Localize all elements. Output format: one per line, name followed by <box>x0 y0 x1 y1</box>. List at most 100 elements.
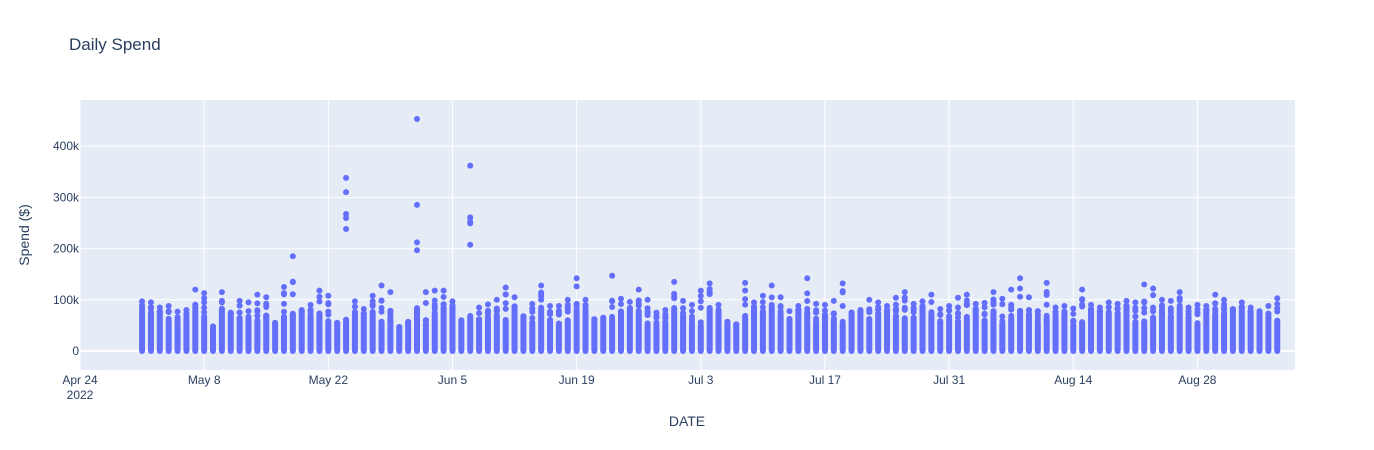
data-point <box>245 308 252 315</box>
y-tick-label: 300k <box>53 190 80 204</box>
data-point <box>1265 311 1272 318</box>
data-point-max <box>635 286 642 293</box>
data-point <box>777 303 784 310</box>
data-point <box>387 308 394 315</box>
data-point <box>751 304 758 311</box>
data-point-max <box>963 291 970 298</box>
data-point <box>218 306 225 313</box>
data-point-max <box>1070 305 1077 312</box>
data-point-max <box>414 115 421 122</box>
data-point-max <box>1079 286 1086 293</box>
data-point-max <box>1158 296 1165 303</box>
data-point <box>387 313 394 320</box>
y-tick-label: 400k <box>53 139 80 153</box>
data-point-max <box>555 302 562 309</box>
data-point <box>1105 304 1112 311</box>
data-point-max <box>396 323 403 330</box>
data-point-max <box>892 294 899 301</box>
data-point <box>768 305 775 312</box>
data-point <box>901 294 908 301</box>
data-point <box>431 305 438 312</box>
data-point <box>476 310 483 317</box>
data-point-max <box>476 304 483 311</box>
data-point <box>1123 304 1130 311</box>
data-point <box>360 311 367 318</box>
data-point <box>316 293 323 300</box>
data-point-max <box>919 298 926 305</box>
data-point-max <box>928 291 935 298</box>
data-point <box>928 312 935 319</box>
data-point <box>981 310 988 317</box>
data-point-max <box>946 302 953 309</box>
data-point <box>946 313 953 320</box>
data-point <box>254 300 261 307</box>
data-point <box>990 299 997 306</box>
data-point-max <box>954 294 961 301</box>
data-point-max <box>538 282 545 289</box>
data-point-max <box>564 296 571 303</box>
data-point <box>1167 307 1174 314</box>
data-point <box>573 283 580 290</box>
data-point <box>343 189 350 196</box>
data-point <box>999 321 1006 328</box>
data-point <box>1274 317 1281 324</box>
data-point <box>910 305 917 312</box>
data-point <box>476 316 483 323</box>
data-point <box>538 289 545 296</box>
data-point-max <box>520 313 527 320</box>
plot-area <box>80 100 1295 370</box>
data-point <box>351 309 358 316</box>
data-point-max <box>511 294 518 301</box>
data-point <box>609 297 616 304</box>
data-point-max <box>573 275 580 282</box>
data-point <box>1079 301 1086 308</box>
data-point <box>440 301 447 308</box>
data-point-max <box>431 287 438 294</box>
data-point-max <box>591 316 598 323</box>
data-point-max <box>617 295 624 302</box>
data-point <box>1052 312 1059 319</box>
data-point <box>1150 308 1157 315</box>
x-tick-sublabel: 2022 <box>67 388 94 402</box>
data-point <box>529 315 536 322</box>
data-point-max <box>1017 275 1024 282</box>
x-tick-label: Jun 5 <box>438 373 468 387</box>
y-tick-label: 200k <box>53 242 80 256</box>
x-axis-title: DATE <box>669 413 705 429</box>
data-point <box>866 308 873 315</box>
data-point-max <box>547 302 554 309</box>
data-point <box>1105 309 1112 316</box>
data-point-max <box>751 299 758 306</box>
data-point-max <box>387 289 394 296</box>
data-point <box>1132 313 1139 320</box>
data-point-max <box>502 284 509 291</box>
data-point-max <box>334 319 341 326</box>
data-point <box>1043 301 1050 308</box>
data-point <box>626 307 633 314</box>
data-point <box>440 293 447 300</box>
data-point-max <box>901 289 908 296</box>
data-point-max <box>405 318 412 325</box>
data-point <box>316 310 323 317</box>
data-point <box>1079 296 1086 303</box>
data-point-max <box>227 309 234 316</box>
data-point <box>688 316 695 323</box>
data-point <box>484 308 491 315</box>
data-point <box>236 302 243 309</box>
data-point-max <box>458 317 465 324</box>
data-point-max <box>1176 289 1183 296</box>
data-point <box>1017 293 1024 300</box>
data-point <box>653 314 660 321</box>
data-point <box>884 308 891 315</box>
data-point <box>555 311 562 318</box>
data-point-max <box>866 296 873 303</box>
data-point-max <box>298 307 305 314</box>
data-point <box>165 308 172 315</box>
data-point <box>617 308 624 315</box>
data-point-max <box>884 302 891 309</box>
data-point <box>830 315 837 322</box>
data-point <box>644 305 651 312</box>
data-point-max <box>272 319 279 326</box>
data-point <box>999 313 1006 320</box>
data-point <box>139 305 146 312</box>
